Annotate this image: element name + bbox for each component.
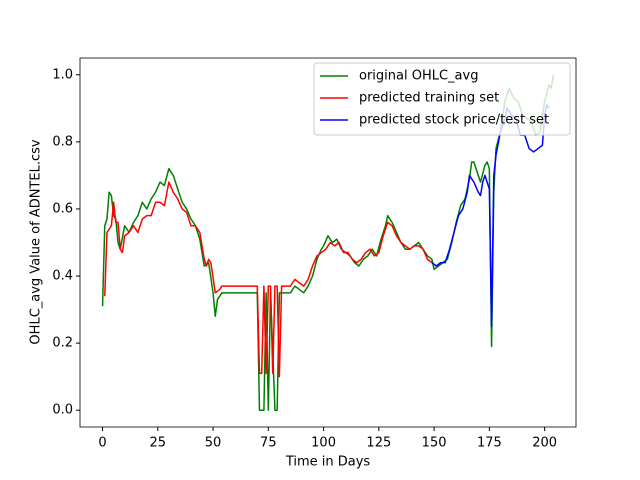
series-line xyxy=(104,181,433,378)
x-tick-label: 50 xyxy=(205,436,222,451)
plot-lines xyxy=(101,74,555,411)
x-tick-label: 150 xyxy=(422,436,447,451)
series-line xyxy=(101,74,555,411)
y-axis-label: OHLC_avg Value of ADNTEL.csv xyxy=(29,139,44,344)
x-tick-label: 200 xyxy=(532,436,557,451)
legend-label: original OHLC_avg xyxy=(359,69,478,84)
y-tick-label: 0.4 xyxy=(52,269,73,284)
x-tick-label: 175 xyxy=(477,436,502,451)
legend-label: predicted stock price/test set xyxy=(359,113,549,128)
axes-frame xyxy=(79,57,577,428)
y-tick-label: 0.0 xyxy=(52,403,73,418)
legend: original OHLC_avg predicted training set p… xyxy=(313,62,571,136)
series-line xyxy=(431,104,550,328)
x-tick-label: 100 xyxy=(311,436,336,451)
y-tick-label: 0.8 xyxy=(52,134,73,149)
x-tick-label: 75 xyxy=(260,436,277,451)
legend-box xyxy=(313,62,571,136)
x-axis-label: Time in Days xyxy=(285,455,371,470)
y-tick-label: 1.0 xyxy=(52,67,73,82)
y-tick-label: 0.6 xyxy=(52,201,73,216)
x-tick-label: 25 xyxy=(150,436,167,451)
x-tick-label: 0 xyxy=(98,436,106,451)
legend-label: predicted training set xyxy=(359,91,499,106)
y-tick-label: 0.2 xyxy=(52,336,73,351)
x-tick-label: 125 xyxy=(366,436,391,451)
